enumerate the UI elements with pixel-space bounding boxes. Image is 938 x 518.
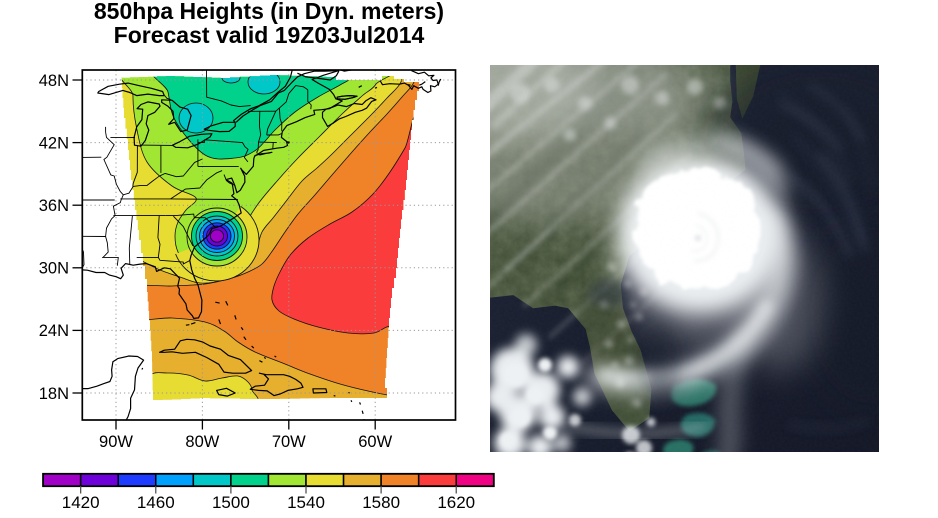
svg-text:1580: 1580 xyxy=(362,493,400,512)
svg-text:48N: 48N xyxy=(39,72,69,90)
svg-text:1620: 1620 xyxy=(437,493,475,512)
svg-text:24N: 24N xyxy=(39,322,69,340)
svg-text:42N: 42N xyxy=(39,134,69,152)
svg-text:1500: 1500 xyxy=(212,493,250,512)
svg-text:18N: 18N xyxy=(39,385,69,403)
svg-text:30N: 30N xyxy=(39,260,69,278)
svg-text:90W: 90W xyxy=(99,433,133,451)
svg-text:1460: 1460 xyxy=(137,493,175,512)
svg-text:36N: 36N xyxy=(39,197,69,215)
svg-text:70W: 70W xyxy=(272,433,306,451)
svg-text:1540: 1540 xyxy=(287,493,325,512)
svg-text:1420: 1420 xyxy=(62,493,100,512)
svg-text:80W: 80W xyxy=(185,433,219,451)
svg-text:60W: 60W xyxy=(358,433,392,451)
